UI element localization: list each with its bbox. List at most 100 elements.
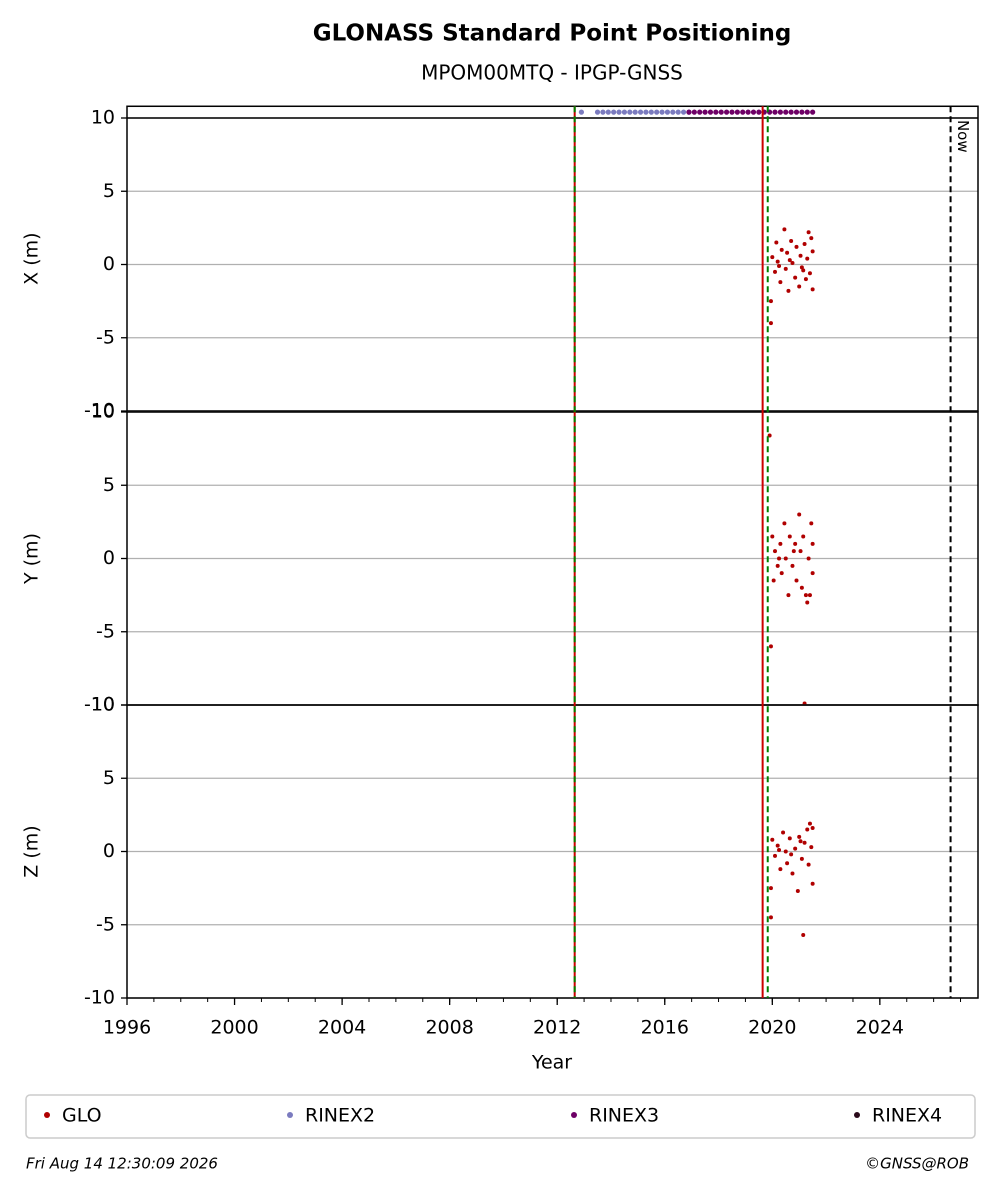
data-point [770,255,775,260]
data-point [783,266,788,271]
data-point [786,593,791,598]
data-point [745,109,751,115]
y-tick-label: -10 [84,694,115,716]
data-point [810,826,815,831]
y-tick-label: 10 [91,107,115,129]
y-tick-label: 10 [91,401,115,423]
data-point [789,852,794,857]
data-point [799,109,805,115]
data-point [713,109,719,115]
y-tick-label: 0 [103,840,115,862]
data-point [801,933,806,938]
legend-label: GLO [62,1105,102,1127]
data-point [797,512,802,517]
legend-box [25,1094,976,1139]
data-point [778,280,783,285]
data-point [777,848,782,853]
y-axis-label: Y (m) [21,533,43,585]
data-point [785,250,790,255]
data-point [611,109,617,115]
data-point [675,109,681,115]
data-point [778,867,783,872]
data-point [806,230,811,235]
data-point [734,109,740,115]
data-point [740,109,746,115]
data-point [578,109,585,115]
legend-label: RINEX2 [305,1105,375,1127]
data-point [680,109,687,115]
data-point [807,593,812,598]
data-point [797,834,802,839]
data-point [723,109,730,115]
data-point [805,600,810,605]
data-point [803,593,808,598]
panel-frame [126,105,979,412]
data-point [768,321,773,326]
data-point [627,109,633,115]
data-point [779,247,784,252]
legend-marker [287,1112,293,1118]
y-tick-label: -5 [96,326,115,348]
data-point [801,534,806,539]
data-point [794,578,799,583]
y-tick-label: -10 [84,400,115,422]
data-point [795,889,800,894]
y-tick-label: 10 [91,694,115,716]
data-point [632,109,638,115]
data-point [770,837,775,842]
x-tick-label: 2012 [533,1017,581,1039]
data-point [783,556,788,561]
data-point [810,109,816,115]
data-point [643,109,649,115]
data-point [750,109,757,115]
data-point [782,227,787,232]
data-point [772,269,777,274]
data-point [782,521,787,526]
data-point [775,563,780,568]
data-point [664,109,671,115]
x-tick-label: 2004 [318,1017,366,1039]
data-point [801,268,806,273]
data-point [707,109,714,115]
data-point [810,287,815,292]
x-tick-label: 2016 [641,1017,689,1039]
data-point [794,244,799,249]
x-tick-label: 2020 [748,1017,796,1039]
y-tick-label: -10 [84,987,115,1009]
data-point [810,571,815,576]
data-point [802,840,807,845]
y-tick-label: 5 [103,474,115,496]
data-point [785,861,790,866]
data-point [718,109,724,115]
y-tick-label: -5 [96,913,115,935]
data-point [775,843,780,848]
data-point [729,109,735,115]
data-point [768,886,773,891]
data-point [702,109,708,115]
data-point [802,241,807,246]
data-point [807,821,812,826]
data-point [756,109,762,115]
data-point [670,109,676,115]
y-tick-label: -5 [96,620,115,642]
data-point [789,239,794,244]
data-point [768,299,773,304]
data-point [790,871,795,876]
data-point [798,549,803,554]
data-point [605,109,611,115]
data-point [775,259,780,264]
data-point [600,109,606,115]
data-point [810,881,815,886]
x-axis-label: Year [531,1052,572,1074]
data-point [804,109,810,115]
data-point [793,109,800,115]
data-point [790,563,795,568]
data-point [799,856,804,861]
data-point [659,109,665,115]
data-point [768,915,773,920]
y-tick-label: 0 [103,547,115,569]
x-tick-label: 2008 [425,1017,473,1039]
data-point [772,109,778,115]
x-tick-label: 2024 [856,1017,904,1039]
